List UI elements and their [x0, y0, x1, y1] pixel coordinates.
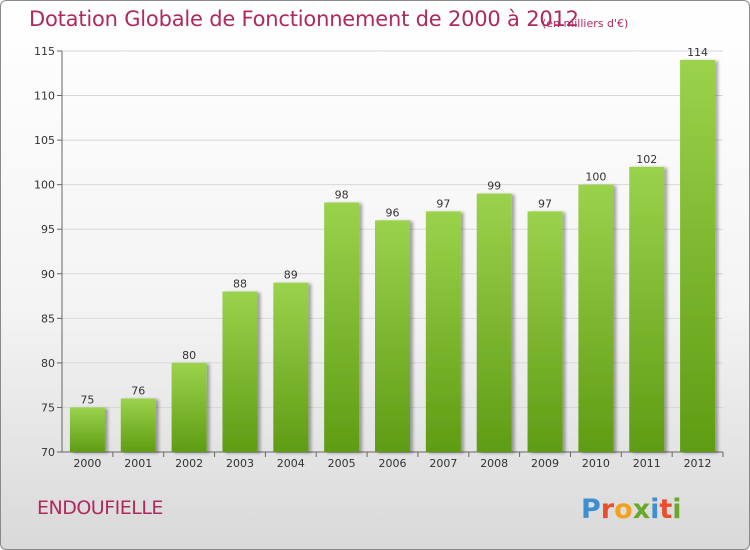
- y-tick-label: 95: [41, 223, 55, 236]
- x-tick-label-2012: 2012: [684, 457, 712, 470]
- bar-2010: [578, 184, 614, 452]
- x-tick-label-2004: 2004: [277, 457, 305, 470]
- data-label-2001: 76: [131, 385, 145, 398]
- logo-letter: x: [633, 494, 650, 525]
- data-label-2002: 80: [182, 349, 196, 362]
- bar-2007: [425, 211, 461, 452]
- y-tick-label: 115: [34, 45, 55, 58]
- logo-letter: P: [581, 494, 601, 525]
- bar-2009: [527, 211, 563, 452]
- y-tick-label: 75: [41, 401, 55, 414]
- y-tick-label: 100: [34, 179, 55, 192]
- y-tick-label: 90: [41, 268, 55, 281]
- proxiti-logo: Proxiti: [581, 494, 682, 525]
- data-label-2006: 96: [386, 206, 400, 219]
- data-label-2004: 89: [284, 269, 298, 282]
- x-tick-label-2000: 2000: [73, 457, 101, 470]
- labels: 75 2000 76 2001 80 2002 88 2003 89 2004 98 2005 96 20…: [73, 46, 711, 470]
- y-tick-label: 110: [34, 90, 55, 103]
- data-label-2005: 98: [335, 188, 349, 201]
- svg-text:Proxiti: Proxiti: [581, 494, 682, 525]
- x-tick-label-2001: 2001: [124, 457, 152, 470]
- bar-2005: [324, 202, 360, 452]
- bar-2008: [476, 193, 512, 453]
- chart-unit: (en milliers d'€): [542, 17, 629, 30]
- logo-letter: i: [672, 494, 681, 525]
- bar-2000: [69, 407, 105, 452]
- x-tick-label-2006: 2006: [379, 457, 407, 470]
- chart-title: Dotation Globale de Fonctionnement de 20…: [29, 7, 579, 31]
- bar-2011: [629, 166, 665, 452]
- bar-2003: [222, 291, 258, 452]
- data-label-2011: 102: [636, 153, 657, 166]
- x-tick-label-2009: 2009: [531, 457, 559, 470]
- bars: [69, 59, 716, 453]
- x-tick-label-2010: 2010: [582, 457, 610, 470]
- logo-letter: i: [650, 494, 659, 525]
- logo-letter: t: [659, 494, 672, 525]
- x-tick-label-2011: 2011: [633, 457, 661, 470]
- data-label-2012: 114: [687, 46, 708, 59]
- y-tick-label: 80: [41, 357, 55, 370]
- x-tick-label-2005: 2005: [328, 457, 356, 470]
- x-tick-label-2007: 2007: [429, 457, 457, 470]
- data-label-2007: 97: [436, 197, 450, 210]
- bar-2004: [273, 282, 309, 452]
- data-label-2010: 100: [585, 171, 606, 184]
- data-label-2008: 99: [487, 180, 501, 193]
- bar-2001: [120, 398, 156, 452]
- y-tick-label: 70: [41, 446, 55, 459]
- y-tick-label: 85: [41, 312, 55, 325]
- data-label-2000: 75: [80, 393, 94, 406]
- data-label-2003: 88: [233, 278, 247, 291]
- bar-2006: [375, 220, 410, 452]
- y-tick-label: 105: [34, 134, 55, 147]
- bar-2002: [171, 362, 207, 452]
- x-tick-label-2002: 2002: [175, 457, 203, 470]
- data-label-2009: 97: [538, 197, 552, 210]
- logo-letter: r: [601, 494, 615, 525]
- x-tick-label-2003: 2003: [226, 457, 254, 470]
- logo-letter: o: [614, 494, 633, 525]
- commune-name: ENDOUFIELLE: [37, 497, 163, 519]
- x-tick-label-2008: 2008: [480, 457, 508, 470]
- bar-2012: [680, 59, 716, 453]
